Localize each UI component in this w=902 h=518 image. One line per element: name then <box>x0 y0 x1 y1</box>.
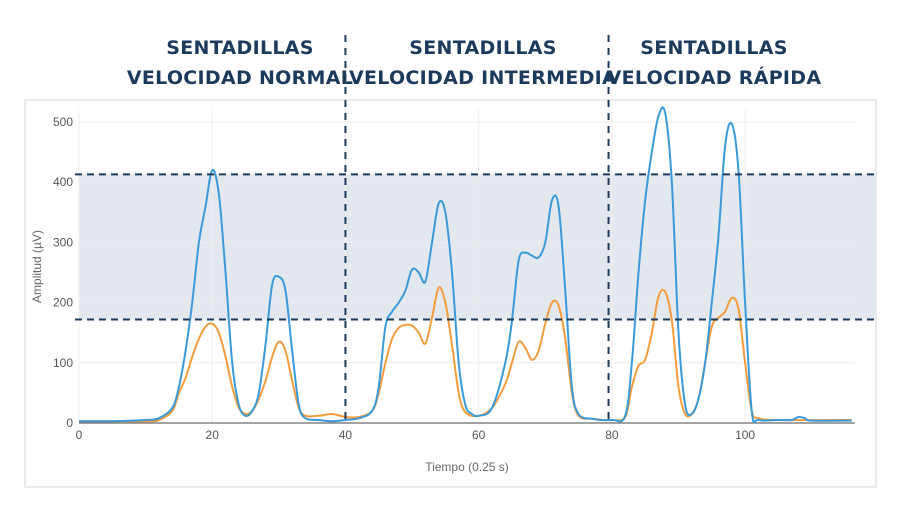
section-title: SENTADILLAS <box>640 37 788 59</box>
x-tick-label: 60 <box>472 428 486 442</box>
section-title: VELOCIDAD RÁPIDA <box>607 66 822 89</box>
y-tick-label: 300 <box>53 235 73 249</box>
y-tick-label: 0 <box>66 416 73 430</box>
section-title: SENTADILLAS <box>409 37 557 59</box>
y-tick-label: 200 <box>53 296 73 310</box>
x-tick-label: 80 <box>605 428 619 442</box>
y-tick-label: 400 <box>53 175 73 189</box>
section-title: VELOCIDAD NORMAL <box>127 67 353 89</box>
series-line <box>78 106 852 424</box>
x-tick-label: 40 <box>339 428 353 442</box>
section-title: SENTADILLAS <box>166 37 314 59</box>
y-tick-label: 500 <box>53 115 73 129</box>
section-title: VELOCIDAD INTERMEDIA <box>349 67 617 89</box>
x-tick-label: 0 <box>76 428 83 442</box>
x-axis-label: Tiempo (0.25 s) <box>425 460 509 474</box>
x-tick-label: 20 <box>206 428 220 442</box>
x-tick-label: 100 <box>735 428 755 442</box>
y-tick-label: 100 <box>53 356 73 370</box>
y-axis-label: Amplitud (µV) <box>30 230 44 303</box>
